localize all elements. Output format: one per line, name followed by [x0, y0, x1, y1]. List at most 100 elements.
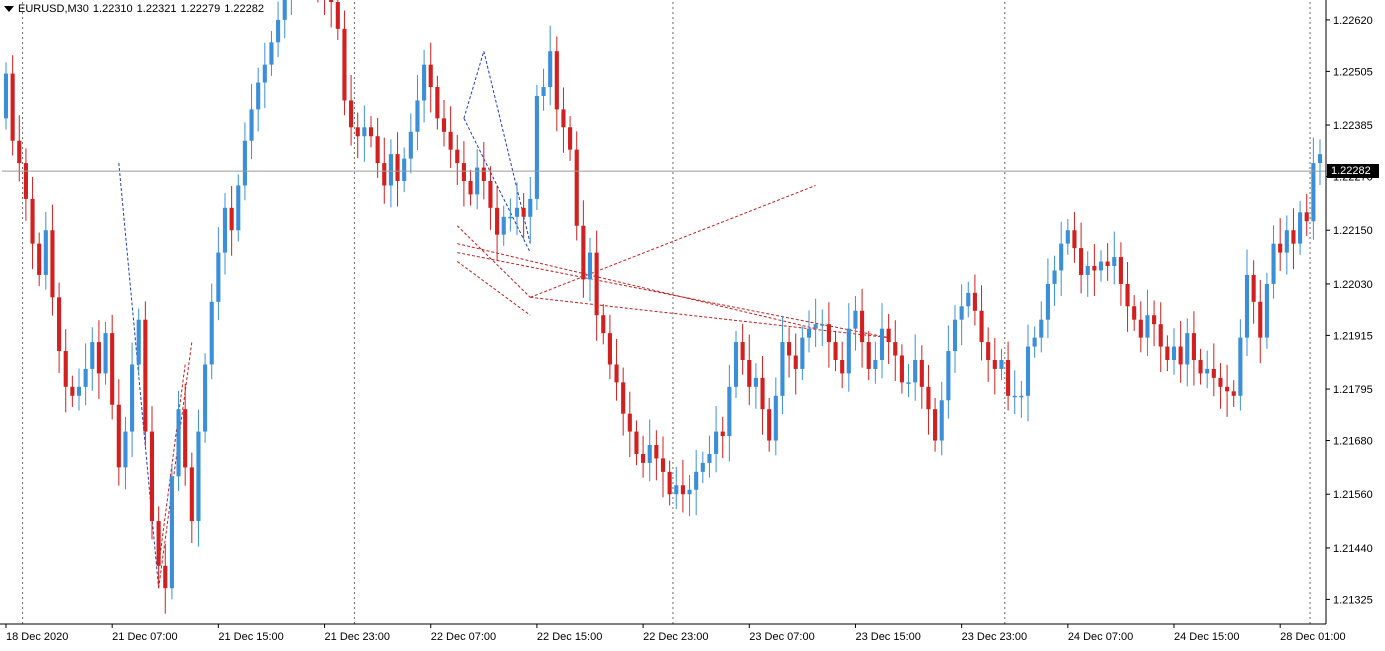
candle: [1019, 381, 1024, 418]
candle: [594, 230, 599, 341]
candle: [521, 193, 526, 239]
candle: [601, 304, 606, 345]
candle-body: [733, 342, 739, 387]
candle-body: [1158, 324, 1163, 347]
candle-body: [554, 51, 559, 110]
candle: [37, 232, 42, 287]
candle-body: [1152, 315, 1157, 325]
candle: [972, 274, 977, 326]
candle-body: [1185, 333, 1190, 365]
candle-body: [919, 359, 924, 387]
y-tick-label: 1.21325: [1333, 594, 1373, 606]
candle-body: [654, 445, 659, 459]
candle-body: [1298, 212, 1303, 244]
candle: [933, 398, 938, 452]
candle-body: [1211, 368, 1216, 378]
candle-body: [641, 453, 646, 463]
candle: [853, 295, 858, 351]
candle-body: [614, 364, 619, 383]
x-tick-label: 21 Dec 23:00: [325, 631, 390, 643]
candle: [548, 25, 553, 106]
candle: [966, 281, 971, 318]
candle-body: [773, 395, 778, 441]
candle-body: [1092, 266, 1097, 271]
candle: [813, 298, 818, 348]
candle: [574, 131, 579, 241]
candle: [262, 42, 267, 109]
candle-body: [1205, 368, 1210, 374]
candle: [1092, 244, 1097, 296]
candle: [1158, 302, 1163, 373]
candle: [554, 36, 559, 132]
candle-body: [189, 467, 194, 522]
candle-body: [1072, 230, 1077, 249]
candle-body: [1317, 154, 1323, 164]
candle-body: [329, 0, 334, 2]
candle: [1271, 225, 1276, 299]
candle: [700, 451, 705, 484]
candle: [1025, 324, 1031, 422]
candle: [753, 363, 758, 409]
candle: [342, 10, 347, 116]
candle: [1132, 295, 1137, 331]
candle: [733, 330, 739, 399]
x-tick-label: 23 Dec 15:00: [855, 631, 920, 643]
candle: [860, 288, 865, 368]
candle-body: [468, 180, 473, 195]
symbol-header: EURUSD,M30 1.22310 1.22321 1.22279 1.222…: [4, 3, 264, 15]
candle-body: [1284, 230, 1289, 253]
candle-body: [262, 64, 267, 83]
candle-body: [820, 324, 825, 326]
candle-body: [667, 471, 672, 495]
candle-body: [1178, 346, 1183, 365]
candle: [136, 308, 141, 376]
candle-body: [939, 400, 944, 441]
candle-body: [1225, 386, 1230, 392]
candle: [647, 419, 652, 482]
candle-body: [1258, 301, 1263, 338]
candle-body: [70, 386, 75, 396]
candle: [820, 309, 825, 347]
candle-body: [1006, 359, 1011, 396]
candle-body: [335, 2, 340, 29]
symbol-label: EURUSD,M30: [18, 3, 89, 15]
candle: [587, 237, 593, 302]
candle: [680, 459, 685, 513]
candle: [1284, 215, 1289, 275]
candle: [899, 344, 904, 394]
candle: [926, 364, 931, 435]
candle-body: [1264, 283, 1269, 338]
candle: [992, 338, 997, 395]
candle-body: [548, 51, 553, 88]
candle: [1218, 363, 1223, 409]
candle: [1251, 260, 1256, 324]
candle: [674, 466, 679, 509]
candles: [3, 0, 1323, 614]
candle: [1191, 311, 1196, 386]
candle-body: [156, 521, 161, 566]
candle: [63, 329, 68, 413]
pattern-line: [158, 342, 193, 589]
candle-body: [435, 87, 440, 119]
ohlc-open: 1.22310: [92, 3, 133, 15]
candle: [986, 327, 991, 382]
candle-body: [368, 127, 374, 137]
candle: [1032, 326, 1037, 358]
candle-body: [621, 382, 626, 414]
candle: [455, 134, 460, 186]
candle: [999, 348, 1004, 381]
candle-body: [1025, 346, 1031, 396]
candle-body: [448, 131, 453, 150]
candle: [30, 176, 35, 270]
chart-menu-triangle-icon[interactable]: [4, 6, 14, 12]
candle-body: [680, 485, 685, 495]
candle-body: [568, 127, 573, 150]
candle-body: [913, 359, 918, 383]
candle-body: [594, 252, 599, 316]
candle-body: [581, 225, 586, 280]
candle: [43, 211, 48, 290]
candle-body: [236, 185, 241, 231]
candle-body: [780, 342, 785, 396]
